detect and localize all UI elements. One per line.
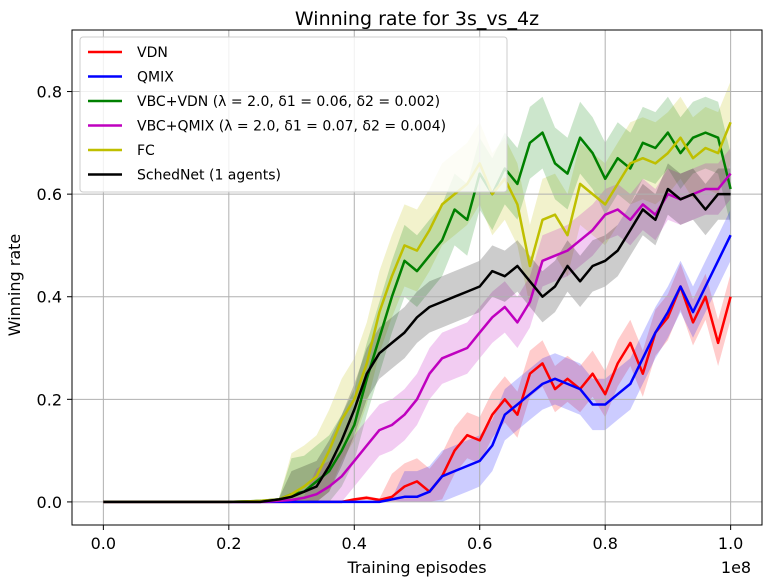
chart-title: Winning rate for 3s_vs_4z xyxy=(295,8,539,30)
y-tick-label: 0.6 xyxy=(37,185,62,204)
series-band-4 xyxy=(103,81,731,502)
y-axis-label: Winning rate xyxy=(5,234,24,337)
y-tick-label: 0.4 xyxy=(37,288,62,307)
y-tick-label: 0.2 xyxy=(37,390,62,409)
legend-label-2: VBC+VDN (λ = 2.0, δ1 = 0.06, δ2 = 0.002) xyxy=(137,94,440,110)
legend-label-4: FC xyxy=(137,143,155,159)
legend-label-5: SchedNet (1 agents) xyxy=(137,168,281,184)
x-tick-label: 0.8 xyxy=(592,534,617,553)
series-band-2 xyxy=(103,96,731,502)
x-tick-label: 0.2 xyxy=(216,534,241,553)
y-tick-label: 0.0 xyxy=(37,493,62,512)
y-tick-label: 0.8 xyxy=(37,83,62,102)
x-ticks: 0.0 0.2 0.4 0.6 0.8 1.0 xyxy=(91,525,743,553)
series-band-3 xyxy=(103,148,731,502)
x-tick-label: 0.4 xyxy=(342,534,367,553)
series-line-1 xyxy=(103,234,732,504)
legend-label-1: QMIX xyxy=(137,70,174,86)
legend-label-3: VBC+QMIX (λ = 2.0, δ1 = 0.07, δ2 = 0.004… xyxy=(137,119,446,135)
plot-frame xyxy=(71,29,763,526)
x-tick-label: 0.6 xyxy=(467,534,492,553)
series-line-3 xyxy=(103,172,732,504)
x-axis-label: Training episodes xyxy=(346,558,486,577)
series-line-5 xyxy=(103,187,731,504)
y-ticks: 0.0 0.2 0.4 0.6 0.8 xyxy=(37,83,72,512)
legend-box xyxy=(79,36,508,193)
legend: VDN QMIX VBC+VDN (λ = 2.0, δ1 = 0.06, δ2 =… xyxy=(79,36,508,193)
legend-label-0: VDN xyxy=(137,45,168,61)
x-tick-label: 1.0 xyxy=(718,534,743,553)
legend-items: VDN QMIX VBC+VDN (λ = 2.0, δ1 = 0.06, δ2 =… xyxy=(88,45,446,184)
x-tick-label: 0.0 xyxy=(91,534,116,553)
series-band-5 xyxy=(103,163,731,502)
x-axis-offset-label: 1e8 xyxy=(721,558,751,577)
